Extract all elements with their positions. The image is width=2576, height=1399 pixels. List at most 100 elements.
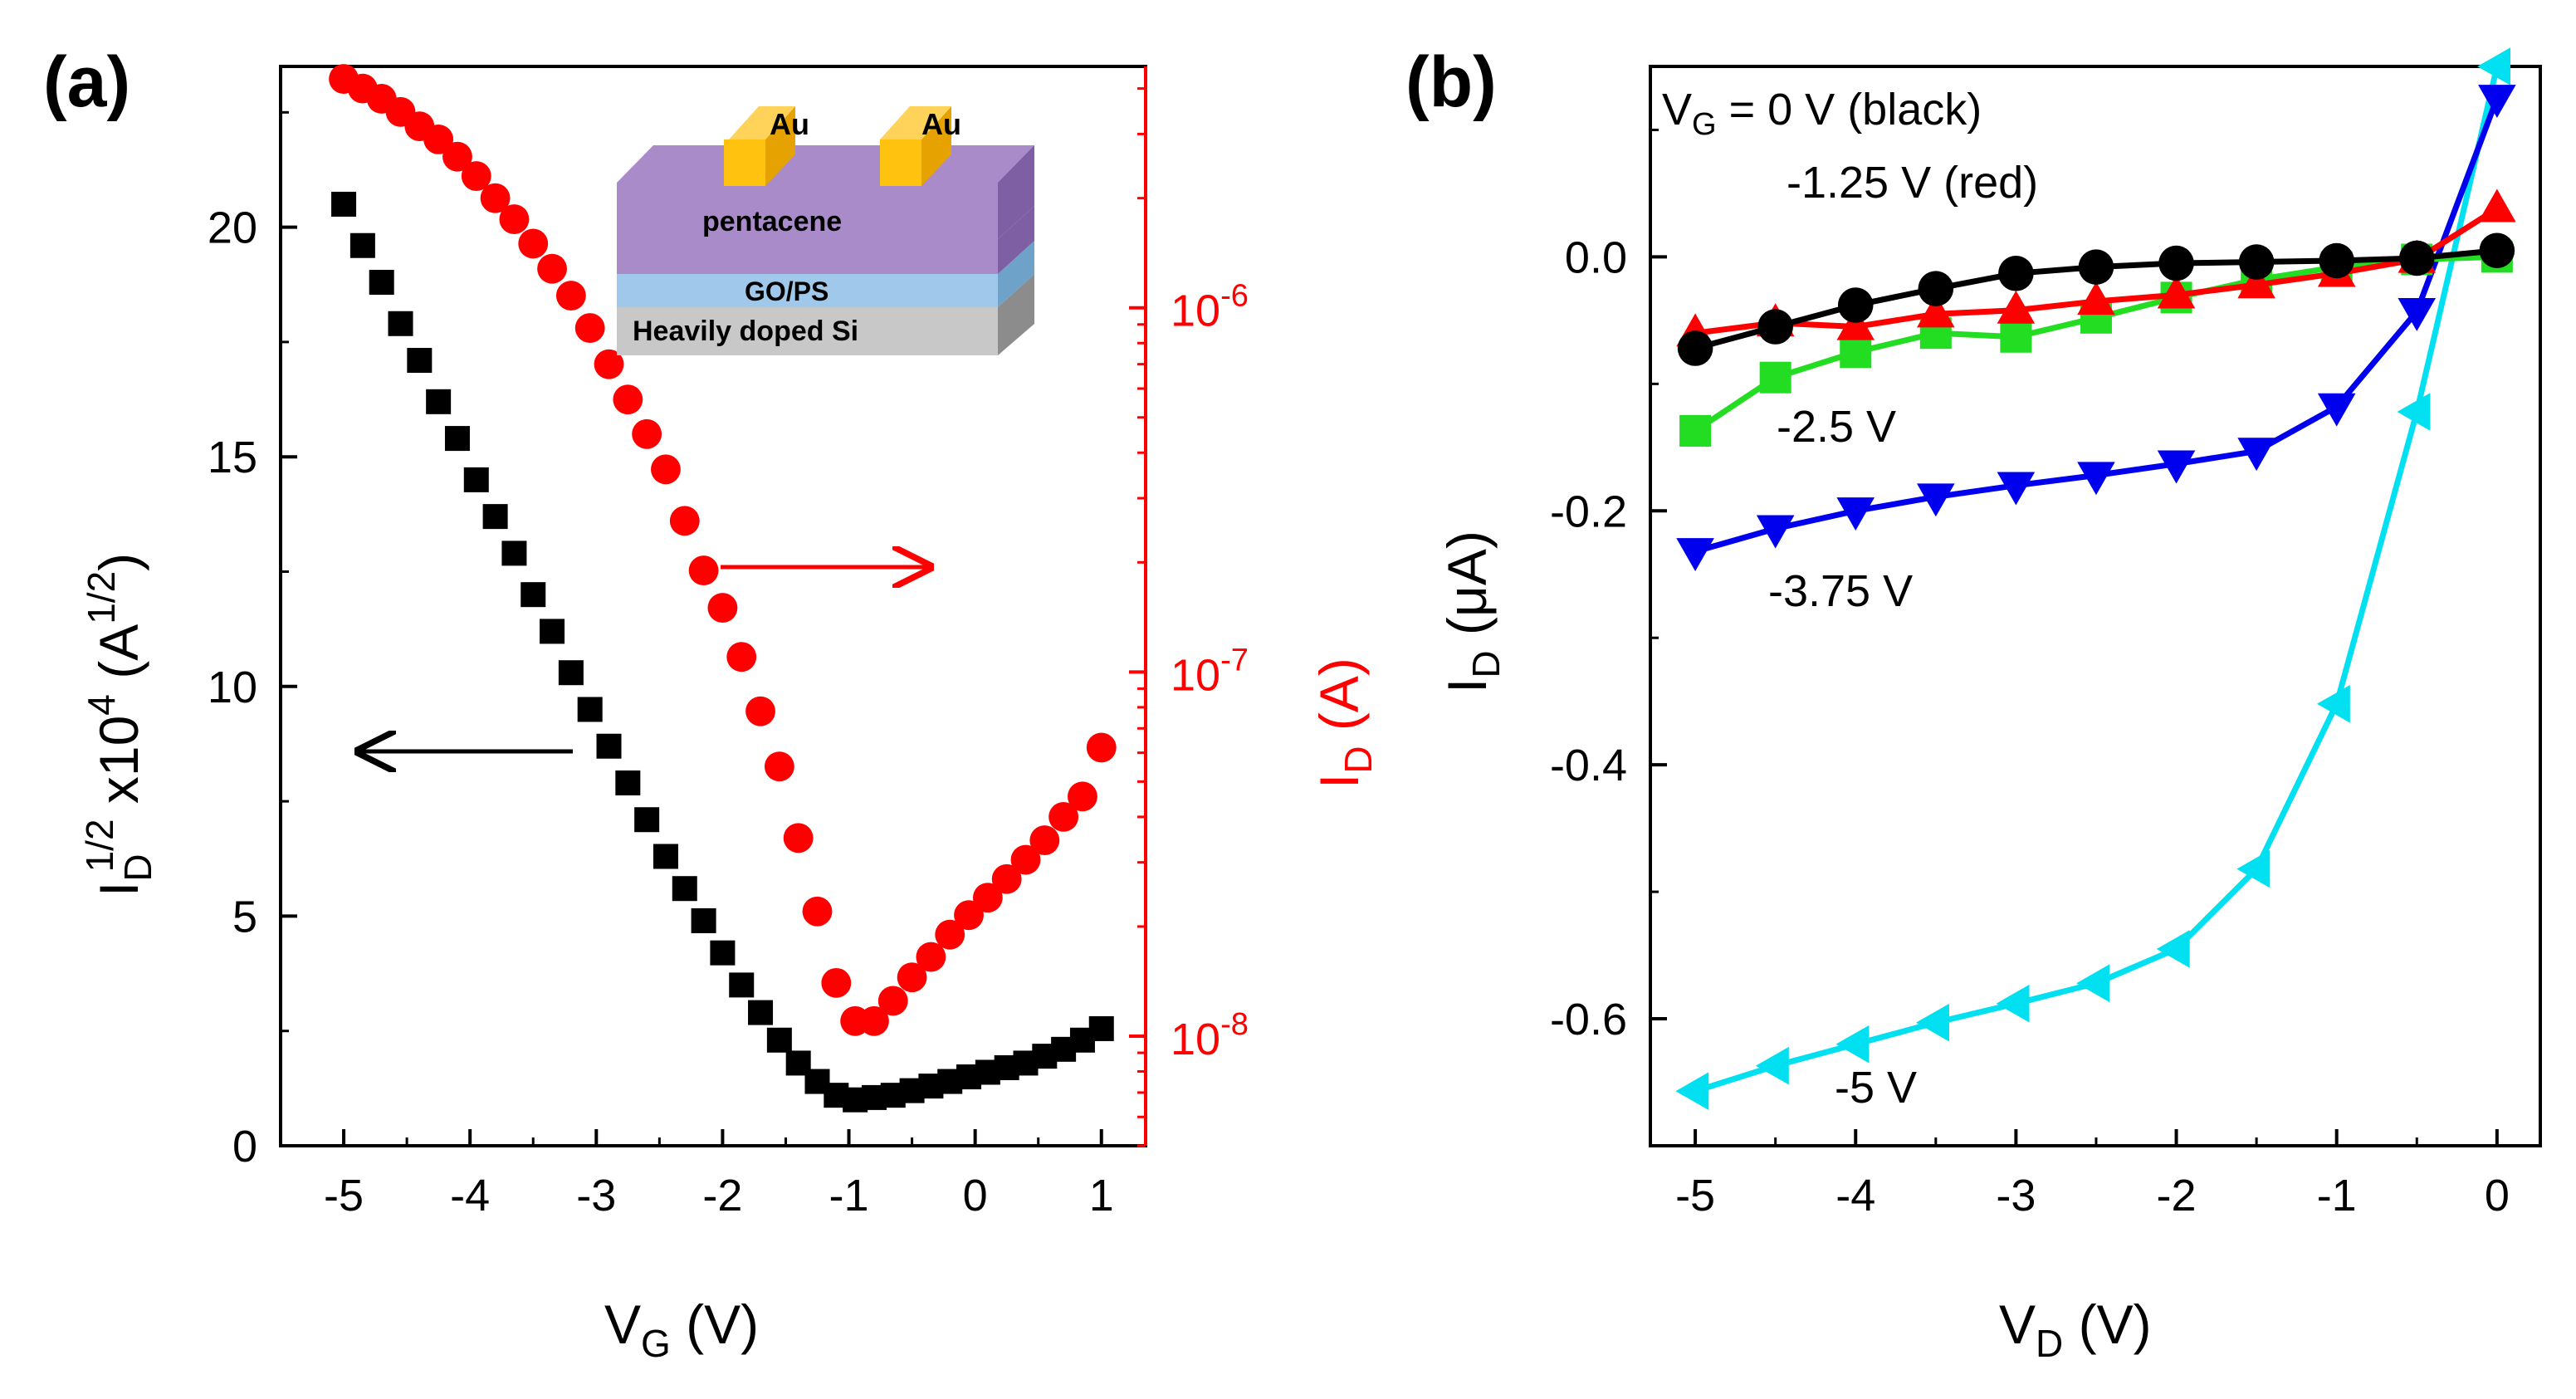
- data-point: [2398, 298, 2437, 331]
- pentacene-upper-side: [998, 145, 1034, 239]
- data-point-sqrt-id: [748, 1000, 774, 1025]
- data-point: [1756, 515, 1795, 549]
- gops-layer-side: [998, 241, 1034, 307]
- data-point-sqrt-id: [521, 582, 546, 608]
- data-point: [1837, 287, 1874, 323]
- data-point-log-id: [480, 183, 511, 213]
- data-point: [1918, 271, 1954, 306]
- panel-a-y-ticks-left: 0 5 10 15 20: [208, 110, 297, 1172]
- data-point-sqrt-id: [1088, 1015, 1114, 1041]
- au-electrode-1-side: [765, 106, 795, 186]
- panel-a-y-axis-label-right: ID (A): [1308, 658, 1380, 789]
- pentacene-label: pentacene: [702, 206, 842, 237]
- data-point: [1917, 483, 1955, 517]
- x-tick-label: 0: [963, 1171, 988, 1220]
- panel-a-y-ticks-right: 10-8 10-7 10-6: [1129, 87, 1249, 1147]
- data-point-log-id: [972, 883, 1003, 913]
- y-tick-label-right: 10-8: [1171, 1007, 1249, 1064]
- data-point-log-id: [669, 506, 700, 536]
- data-point-sqrt-id: [729, 972, 755, 998]
- panel-a-x-axis-label: VG (V): [604, 1294, 759, 1365]
- data-point: [2478, 188, 2516, 223]
- data-point-sqrt-id: [653, 844, 678, 869]
- data-point: [2236, 849, 2270, 888]
- data-point-sqrt-id: [672, 876, 697, 902]
- pentacene-layer: [617, 239, 998, 274]
- panel-a-series-sqrt-id: [331, 191, 1114, 1113]
- data-point-log-id: [499, 204, 530, 235]
- au-electrode-1-front: [724, 139, 765, 186]
- data-point-log-id: [916, 942, 946, 972]
- data-point-log-id: [518, 228, 549, 259]
- data-point: [1676, 538, 1714, 571]
- x-tick-label: -4: [450, 1171, 490, 1220]
- pentacene-top-front: [617, 145, 1034, 183]
- x-tick-label: -3: [1996, 1171, 2036, 1220]
- panel-a-y-axis-label-left: ID1/2 x104 (A1/2): [78, 553, 159, 897]
- data-point: [2477, 47, 2510, 86]
- x-tick-label: -1: [2317, 1171, 2357, 1220]
- pentacene-upper: [617, 183, 998, 239]
- data-point-log-id: [954, 900, 984, 931]
- legend-line-2: -1.25 V (red): [1787, 158, 2038, 208]
- au-label-1: Au: [770, 107, 809, 141]
- data-point-log-id: [574, 313, 605, 343]
- x-tick-label: -2: [702, 1171, 742, 1220]
- data-point: [2397, 393, 2431, 431]
- panel-b-x-axis-label: VD (V): [1999, 1294, 2152, 1365]
- data-point-log-id: [726, 642, 757, 673]
- data-point: [2157, 450, 2196, 484]
- data-point-log-id: [877, 986, 908, 1016]
- au-electrode-2-top: [880, 106, 951, 139]
- data-point-log-id: [555, 281, 586, 311]
- y-tick-label-left: 10: [208, 663, 257, 712]
- data-point-log-id: [764, 751, 794, 782]
- si-layer: [617, 307, 998, 355]
- data-point: [1759, 361, 1791, 394]
- au-electrode-2-front: [880, 139, 921, 186]
- data-point-log-id: [1029, 825, 1060, 855]
- gops-label: GO/PS: [745, 276, 829, 306]
- au-electrode-2-side: [921, 106, 951, 186]
- y-tick-label: -0.2: [1550, 487, 1627, 536]
- data-point: [2157, 275, 2196, 309]
- y-tick-label-left: 15: [208, 433, 257, 482]
- data-point: [1755, 1046, 1789, 1085]
- data-point: [2077, 281, 2115, 316]
- data-point-sqrt-id: [634, 807, 660, 833]
- x-tick-label: -5: [1675, 1171, 1715, 1220]
- data-point-log-id: [745, 696, 775, 726]
- panel-b: -5 -4 -3 -2 -1 0 0.0 -0.2 -0.4 -0.6 VG = 0 V (bl…: [1436, 47, 2542, 1365]
- data-point-sqrt-id: [558, 660, 584, 686]
- data-point-log-id: [1086, 732, 1117, 763]
- y-tick-label: -0.4: [1550, 741, 1627, 790]
- au-label-2: Au: [921, 107, 961, 141]
- panel-a-series-log-id: [329, 64, 1117, 1036]
- data-point-sqrt-id: [331, 191, 357, 217]
- data-point: [2319, 242, 2354, 279]
- data-point-sqrt-id: [691, 907, 716, 933]
- x-tick-label: 1: [1089, 1171, 1114, 1220]
- data-point: [2156, 930, 2190, 968]
- data-point: [2237, 265, 2275, 299]
- y-tick-label-right: 10-7: [1171, 643, 1249, 700]
- data-point-sqrt-id: [369, 270, 394, 295]
- data-point-log-id: [802, 896, 833, 927]
- gops-layer: [617, 274, 998, 307]
- data-point: [1679, 414, 1712, 447]
- data-point: [1836, 306, 1875, 340]
- pentacene-layer-side: [998, 206, 1034, 274]
- panel-b-x-ticks: -5 -4 -3 -2 -1 0: [1675, 1129, 2510, 1220]
- label-minus-5v: -5 V: [1835, 1063, 1917, 1113]
- y-tick-label-left: 20: [208, 203, 257, 253]
- data-point-log-id: [613, 384, 643, 415]
- data-point-log-id: [991, 863, 1022, 894]
- y-tick-label: 0.0: [1565, 232, 1627, 282]
- x-tick-label: -5: [324, 1171, 364, 1220]
- data-point: [1840, 336, 1872, 369]
- data-point-log-id: [651, 454, 681, 485]
- data-point: [1997, 472, 2036, 506]
- panel-b-y-axis-label: ID (μA): [1436, 531, 1508, 693]
- data-point-log-id: [632, 418, 662, 449]
- panel-a: -5 -4 -3 -2 -1 0 1 0 5 10 15 20 10-8 10-7 10-6: [78, 64, 1380, 1365]
